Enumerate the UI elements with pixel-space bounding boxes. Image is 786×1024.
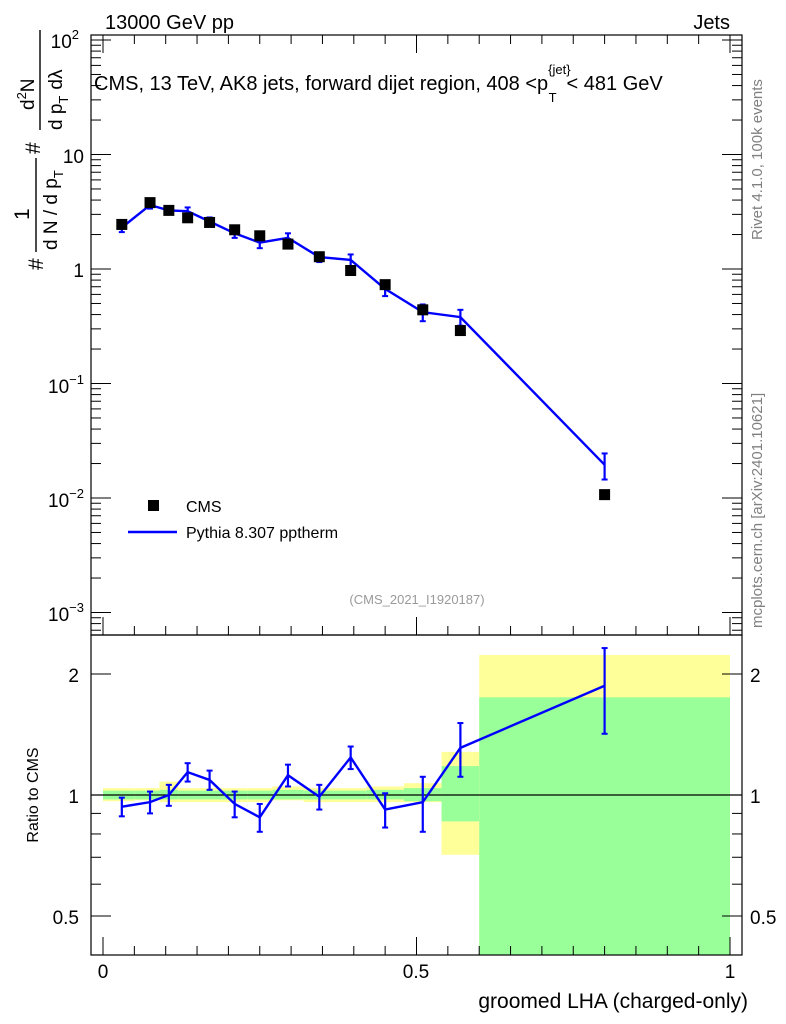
analysis-watermark: (CMS_2021_I1920187) xyxy=(349,592,484,607)
ratio-plot-content xyxy=(91,647,742,833)
title-sup: {jet} xyxy=(548,62,571,77)
data-point xyxy=(182,212,194,224)
axis-ticks xyxy=(91,35,742,956)
mcplots-text: mcplots.cern.ch [arXiv:2401.10621] xyxy=(749,393,766,628)
x-tick-labels: 0 0.5 1 xyxy=(98,962,736,983)
rivet-version-text: Rivet 4.1.0, 100k events xyxy=(749,79,766,240)
legend-data-label: CMS xyxy=(186,499,222,516)
x-axis-label: groomed LHA (charged-only) xyxy=(478,990,748,1013)
svg-text:d2N: d2N xyxy=(14,78,39,110)
svg-text:1: 1 xyxy=(11,208,34,220)
data-point xyxy=(229,224,241,236)
svg-text:d N / d pT: d N / d pT xyxy=(41,170,66,250)
ratio-band-inner xyxy=(479,697,730,955)
data-point xyxy=(417,304,429,316)
legend-data-marker xyxy=(148,500,159,511)
data-point xyxy=(163,204,175,216)
ratio-y-tick-label-right: 1 xyxy=(750,787,761,808)
svg-text:#: # xyxy=(22,142,45,154)
legend-mc-label: Pythia 8.307 pptherm xyxy=(186,525,338,542)
data-point xyxy=(144,197,156,209)
main-plot-content xyxy=(116,197,611,501)
data-point xyxy=(282,238,294,250)
data-point xyxy=(454,325,466,337)
ratio-y-tick-label-right: 2 xyxy=(750,666,761,687)
header-left: 13000 GeV pp xyxy=(105,12,234,34)
main-y-tick-label: 10−1 xyxy=(48,372,84,398)
header-right: Jets xyxy=(693,12,730,34)
x-tick-label: 1 xyxy=(725,962,736,983)
ratio-series-line xyxy=(121,684,606,819)
data-point xyxy=(379,279,391,291)
main-y-tick-label: 10−3 xyxy=(48,600,84,626)
data-point xyxy=(204,216,216,228)
main-y-tick-label: 102 xyxy=(51,27,79,53)
main-y-tick-label: 1 xyxy=(73,261,84,282)
ratio-y-tick-label: 2 xyxy=(68,666,79,687)
main-y-tick-labels: 102 10 1 10−1 10−2 10−3 xyxy=(48,27,84,626)
data-point xyxy=(116,218,128,230)
legend: CMS Pythia 8.307 pptherm xyxy=(128,499,338,542)
data-point xyxy=(254,230,266,242)
data-point xyxy=(313,251,325,263)
plot-title: CMS, 13 TeV, AK8 jets, forward dijet reg… xyxy=(94,62,663,105)
main-y-tick-label: 10−2 xyxy=(48,486,84,512)
ratio-y-tick-label: 0.5 xyxy=(53,908,79,929)
data-point xyxy=(599,489,611,501)
svg-text:d pTdλ: d pTdλ xyxy=(46,69,71,130)
ratio-bands xyxy=(103,654,730,955)
title-sub: T xyxy=(549,90,557,105)
ratio-y-tick-labels: 2 1 0.5 2 1 0.5 xyxy=(53,666,777,929)
main-y-tick-label: 10 xyxy=(63,147,84,168)
svg-text:#: # xyxy=(25,258,48,270)
x-tick-label: 0 xyxy=(98,962,109,983)
mc-series-line xyxy=(121,203,606,466)
data-point xyxy=(345,265,357,277)
x-tick-label: 0.5 xyxy=(403,962,429,983)
y-axis-label: # 1 d N / d pT # d2N d pTdλ xyxy=(11,30,71,270)
main-frame xyxy=(90,34,743,636)
ratio-y-tick-label-right: 0.5 xyxy=(750,908,776,929)
ratio-y-label: Ratio to CMS xyxy=(25,747,42,842)
ratio-y-tick-label: 1 xyxy=(68,787,79,808)
